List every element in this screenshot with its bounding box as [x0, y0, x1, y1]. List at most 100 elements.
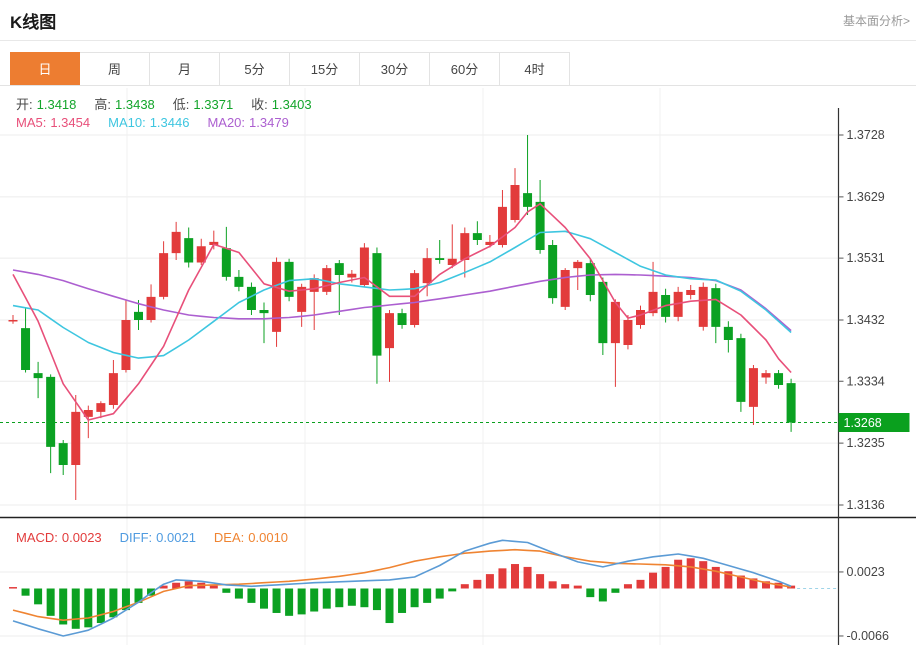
fundamental-analysis-link[interactable]: 基本面分析>: [842, 14, 910, 28]
diff-line: [12, 539, 792, 637]
macd-bar-positive: [623, 584, 632, 589]
macd-bar-positive: [699, 561, 708, 589]
macd-bar-positive: [473, 579, 482, 589]
price-axis-label: 1.3728: [847, 128, 885, 142]
candle-body-down: [598, 281, 608, 344]
candle-body-down: [711, 288, 721, 327]
tab-5分[interactable]: 5分: [220, 52, 290, 86]
candle-body-down: [736, 338, 746, 402]
readout-item: DIFF: 0.0021: [119, 530, 196, 545]
candle-body-up: [121, 320, 131, 370]
macd-bar-positive: [9, 587, 17, 589]
macd-bar-positive: [711, 566, 720, 589]
ma-readout: MA5: 1.3454 MA10: 1.3446 MA20: 1.3479: [16, 115, 307, 130]
candle-body-up: [460, 233, 470, 260]
macd-bar-negative: [59, 588, 68, 625]
macd-bar-negative: [21, 588, 30, 596]
candle-body-down: [774, 373, 784, 385]
macd-bar-negative: [335, 588, 344, 608]
macd-bar-negative: [84, 588, 93, 628]
price-axis-label: 1.3629: [847, 190, 885, 204]
readout-item: 高: 1.3438: [94, 97, 155, 112]
candle-body-down: [134, 311, 143, 320]
readout-item: 低: 1.3371: [172, 97, 234, 112]
candle-body-down: [33, 373, 43, 379]
candle-body-down: [723, 326, 733, 340]
readout-item: MACD: 0.0023: [16, 530, 102, 545]
macd-axis-label: 0.0023: [847, 565, 885, 579]
candle-body-up: [510, 185, 520, 220]
candle-body-up: [686, 290, 696, 295]
macd-bar-positive: [573, 585, 582, 589]
macd-readout: MACD: 0.0023 DIFF: 0.0021 DEA: 0.0010: [16, 530, 306, 545]
price-axis-label: 1.3136: [847, 498, 885, 512]
candle-body-down: [246, 286, 256, 310]
candle-body-down: [472, 233, 482, 240]
tab-15分[interactable]: 15分: [290, 52, 360, 86]
macd-bar-positive: [498, 568, 507, 589]
candle-body-up: [761, 373, 771, 378]
candle-body-up: [560, 270, 570, 307]
tab-周[interactable]: 周: [80, 52, 150, 86]
kline-chart[interactable]: 1.3728 1.3629 1.3531 1.3432 1.3334 1.3235 1.31…: [0, 88, 916, 645]
readout-item: 开: 1.3418: [16, 97, 77, 112]
macd-axis-label: -0.0066: [847, 629, 889, 643]
readout-item: MA10: 1.3446: [108, 115, 190, 130]
candle-body-down: [435, 258, 445, 260]
macd-bar-positive: [762, 581, 770, 589]
macd-bar-negative: [347, 588, 356, 606]
price-axis-label: 1.3334: [847, 374, 885, 388]
candle-body-down: [221, 248, 231, 277]
tab-日[interactable]: 日: [10, 52, 80, 86]
macd-bar-negative: [598, 588, 607, 602]
macd-bar-positive: [636, 579, 645, 589]
candle-body-up: [209, 241, 219, 245]
dea-line: [12, 548, 792, 622]
candle-body-up: [83, 410, 93, 417]
macd-bar-negative: [260, 588, 268, 609]
macd-bar-negative: [372, 588, 381, 611]
ohlc-readout: 开: 1.3418 高: 1.3438 低: 1.3371 收: 1.3403: [16, 94, 330, 113]
macd-bar-negative: [448, 588, 457, 592]
candle-body-up: [359, 247, 369, 285]
candle-body-up: [623, 320, 633, 345]
candle-body-up: [698, 286, 708, 327]
price-axis-label: 1.3531: [847, 251, 885, 265]
candle-body-down: [548, 245, 558, 299]
page-title: K线图: [10, 13, 57, 32]
candle-body-up: [410, 273, 420, 325]
candle-body-up: [171, 231, 181, 254]
candle-body-down: [585, 263, 595, 295]
macd-bar-positive: [749, 578, 758, 589]
candle-body-up: [636, 310, 645, 325]
tab-30分[interactable]: 30分: [360, 52, 430, 86]
macd-bar-positive: [649, 572, 658, 589]
macd-bar-negative: [297, 588, 306, 615]
header-divider: [0, 40, 916, 41]
candle-body-up: [96, 403, 106, 412]
macd-bar-negative: [34, 588, 43, 605]
candle-body-down: [334, 263, 344, 275]
macd-bar-positive: [159, 585, 168, 589]
macd-bar-negative: [322, 588, 331, 609]
candle-body-up: [485, 241, 495, 245]
macd-bar-negative: [222, 588, 231, 593]
candle-body-up: [297, 286, 307, 312]
ma10-line: [12, 230, 792, 359]
macd-bar-positive: [736, 575, 745, 589]
macd-bar-negative: [423, 588, 432, 603]
candle-body-up: [8, 320, 18, 322]
tab-underline: [0, 85, 916, 86]
macd-bar-positive: [686, 558, 695, 589]
tab-4时[interactable]: 4时: [500, 52, 570, 86]
candle-body-up: [146, 296, 156, 320]
candle-body-up: [447, 258, 457, 265]
readout-item: DEA: 0.0010: [213, 530, 289, 545]
tab-月[interactable]: 月: [150, 52, 220, 86]
tab-60分[interactable]: 60分: [430, 52, 500, 86]
candle-body-down: [535, 201, 545, 250]
candle-body-up: [748, 368, 758, 407]
candle-body-up: [322, 268, 332, 292]
macd-bar-negative: [385, 588, 394, 624]
